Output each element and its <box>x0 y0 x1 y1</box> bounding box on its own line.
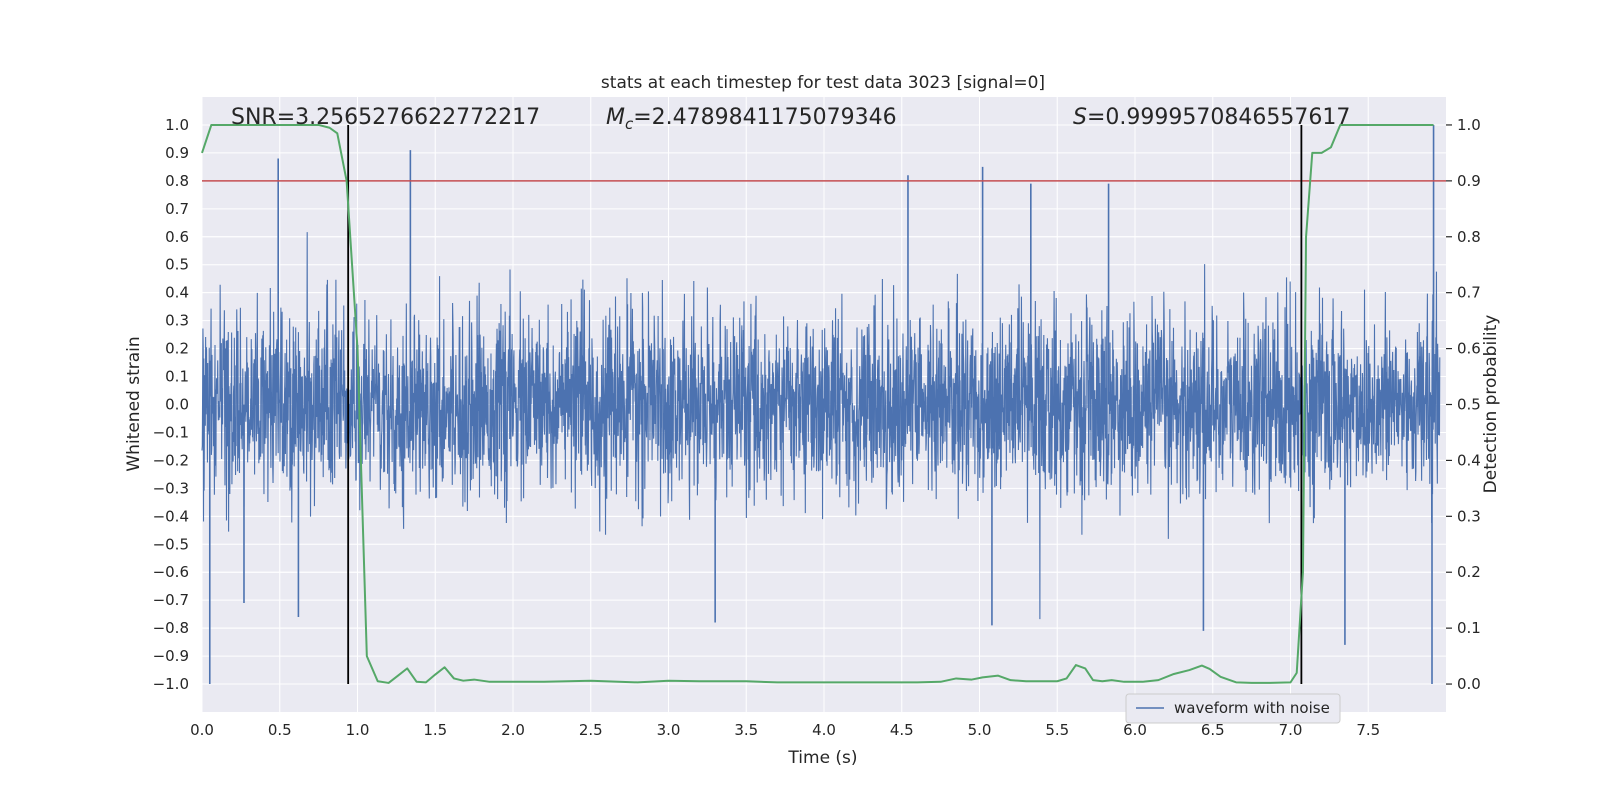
y-tick-label: 0.5 <box>165 256 189 274</box>
y-tick-label: −0.8 <box>153 619 189 637</box>
x-tick-label: 2.5 <box>579 721 603 739</box>
x-axis-label: Time (s) <box>787 748 857 768</box>
y2-axis-ticks: 1.0 0.9 0.8 0.7 0.6 0.5 0.4 0.3 0.2 0.1 0.0 <box>1446 116 1481 693</box>
y2-tick-label: 0.3 <box>1457 507 1481 525</box>
x-tick-label: 4.5 <box>890 721 914 739</box>
y2-tick-label: 0.9 <box>1457 172 1481 190</box>
y-tick-label: 0.4 <box>165 284 189 302</box>
waveform-with-noise-line <box>201 232 1441 620</box>
chirp-mass-value: =2.4789841175079346 <box>633 105 896 130</box>
y-axis-label: Whitened strain <box>124 336 144 471</box>
y-axis-ticks: 1.0 0.9 0.8 0.7 0.6 0.5 0.4 0.3 0.2 0.1 0.0 −0.1 −0.… <box>153 116 189 693</box>
legend: waveform with noise <box>1125 693 1341 724</box>
y2-tick-label: 0.1 <box>1457 619 1481 637</box>
x-tick-label: 2.0 <box>501 721 525 739</box>
x-tick-label: 7.5 <box>1356 721 1380 739</box>
x-tick-label: 7.0 <box>1279 721 1303 739</box>
snr-annotation: SNR=3.2565276622772217 <box>231 105 540 130</box>
x-tick-label: 1.5 <box>423 721 447 739</box>
y2-tick-label: 0.5 <box>1457 396 1481 414</box>
score-symbol: S <box>1073 105 1087 130</box>
y2-tick-label: 0.2 <box>1457 563 1481 581</box>
y-tick-label: 1.0 <box>165 116 189 134</box>
chirp-mass-symbol: M <box>606 105 625 130</box>
x-tick-label: 3.0 <box>657 721 681 739</box>
legend-box <box>1125 693 1341 724</box>
detection-probability-series <box>201 123 1434 684</box>
y2-tick-label: 0.7 <box>1457 284 1481 302</box>
x-axis-ticks: 0.0 0.5 1.0 1.5 2.0 2.5 3.0 3.5 4.0 4.5 5.0 5.5 6.0 6… <box>190 721 1380 739</box>
y2-tick-label: 0.0 <box>1457 675 1481 693</box>
chirp-mass-subscript: c <box>625 115 634 133</box>
y2-tick-label: 1.0 <box>1457 116 1481 134</box>
y-tick-label: −0.6 <box>153 563 189 581</box>
y-tick-label: 0.6 <box>165 228 189 246</box>
y-tick-label: −0.1 <box>153 423 189 441</box>
detection-probability-line <box>201 123 1434 684</box>
y-tick-label: −0.2 <box>153 451 189 469</box>
y-tick-label: 0.0 <box>165 396 189 414</box>
x-tick-label: 4.0 <box>812 721 836 739</box>
x-tick-label: 5.0 <box>968 721 992 739</box>
y2-axis-label: Detection probability <box>1481 315 1501 494</box>
y-tick-label: 0.7 <box>165 200 189 218</box>
legend-label: waveform with noise <box>1174 699 1330 717</box>
x-tick-label: 0.5 <box>268 721 292 739</box>
y-tick-label: −0.5 <box>153 535 189 553</box>
y-tick-label: 0.8 <box>165 172 189 190</box>
x-tick-label: 0.0 <box>190 721 214 739</box>
y-tick-label: −1.0 <box>153 675 189 693</box>
y2-tick-label: 0.8 <box>1457 228 1481 246</box>
y-tick-label: 0.9 <box>165 144 189 162</box>
y-tick-label: −0.7 <box>153 591 189 609</box>
y2-tick-label: 0.6 <box>1457 340 1481 358</box>
x-tick-label: 6.5 <box>1201 721 1225 739</box>
y-tick-label: −0.4 <box>153 507 189 525</box>
score-annotation: S=0.9999570846557617 <box>1073 105 1350 130</box>
x-tick-label: 6.0 <box>1123 721 1147 739</box>
score-value: =0.9999570846557617 <box>1087 105 1350 130</box>
y-tick-label: −0.9 <box>153 647 189 665</box>
x-tick-label: 3.5 <box>734 721 758 739</box>
y-tick-label: 0.3 <box>165 312 189 330</box>
y-tick-label: 0.1 <box>165 368 189 386</box>
x-tick-label: 5.5 <box>1045 721 1069 739</box>
y-tick-label: 0.2 <box>165 340 189 358</box>
waveform-with-noise-series <box>201 124 1441 685</box>
y-tick-label: −0.3 <box>153 479 189 497</box>
chirp-mass-annotation: Mc=2.4789841175079346 <box>606 105 897 133</box>
x-tick-label: 1.0 <box>346 721 370 739</box>
chart-title: stats at each timestep for test data 302… <box>601 73 1045 93</box>
y2-tick-label: 0.4 <box>1457 451 1481 469</box>
